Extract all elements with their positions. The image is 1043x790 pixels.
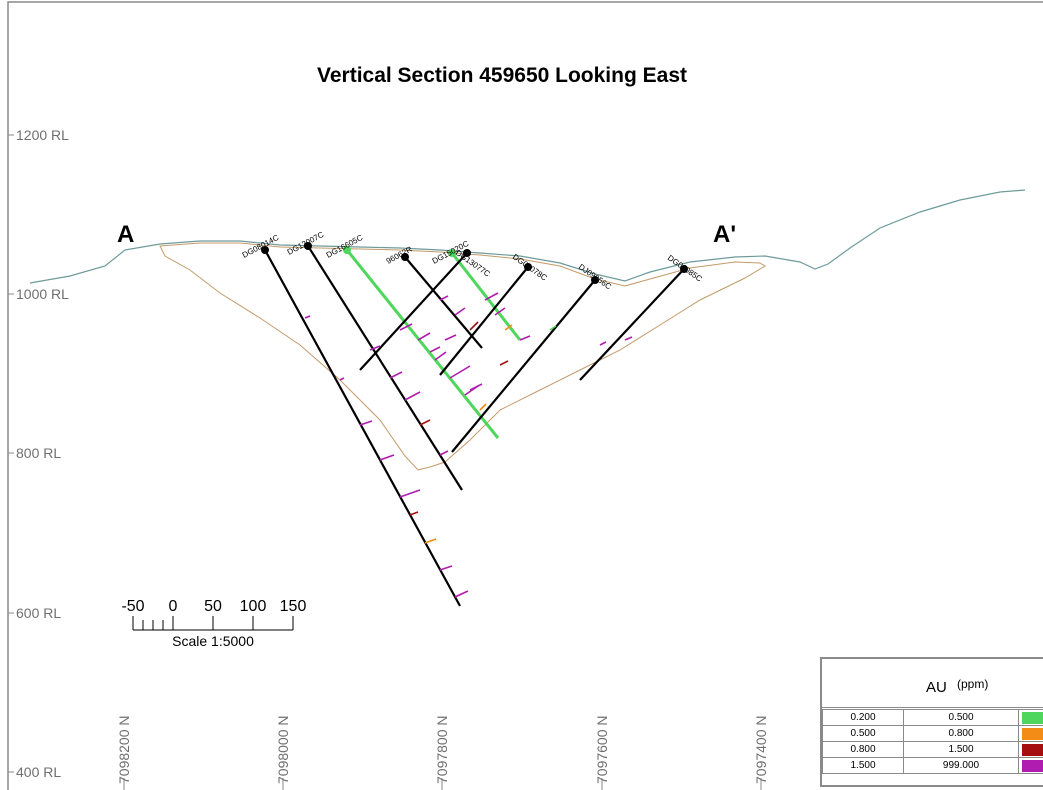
elevation-label: 1200 RL (16, 127, 69, 143)
drillhole-trace (404, 256, 483, 349)
drillhole-label: DG12007C (286, 230, 326, 257)
legend-row: 0.800 1.500 (822, 741, 1043, 758)
collar-marker (591, 276, 599, 284)
legend-from: 0.500 (822, 725, 904, 742)
legend-swatch (1022, 711, 1043, 724)
legend-swatch (1022, 727, 1043, 740)
drillhole-trace (264, 249, 461, 607)
drillhole-trace (307, 245, 463, 491)
drillhole-trace (359, 252, 468, 371)
northing-label: 7098000 N (275, 715, 291, 784)
collar-marker (343, 246, 351, 254)
assay-intercepts (304, 292, 633, 598)
collar-marker (524, 263, 532, 271)
legend-from: 0.200 (822, 709, 904, 726)
northing-label: 7097600 N (594, 715, 610, 784)
collar-marker (401, 253, 409, 261)
elevation-label: 600 RL (16, 605, 61, 621)
scale-tick-label: 150 (280, 598, 307, 615)
topography-line (29, 189, 1026, 284)
section-end-label: A' (713, 221, 736, 248)
scale-tick-label: 50 (204, 598, 222, 615)
legend-table: 0.200 0.500 0.500 0.800 0.800 1.500 1.50… (822, 709, 1043, 774)
legend-from: 1.500 (822, 757, 904, 774)
collar-marker (448, 249, 456, 257)
drillhole-trace (451, 279, 596, 453)
drillhole-trace (439, 266, 529, 376)
legend-header: AU (ppm) (822, 659, 1043, 708)
scale-tick-label: -50 (121, 598, 144, 615)
elevation-label: 1000 RL (16, 286, 69, 302)
northing-label: 7098200 N (116, 715, 132, 784)
northing-label: 7097400 N (753, 715, 769, 784)
au-legend: AU (ppm) 0.200 0.500 0.500 0.800 0.800 1… (820, 657, 1043, 787)
elevation-label: 800 RL (16, 445, 61, 461)
legend-row: 0.200 0.500 (822, 709, 1043, 726)
section-title: Vertical Section 459650 Looking East (317, 64, 687, 87)
drillhole-trace (450, 252, 522, 341)
legend-field: AU (926, 679, 947, 696)
drillhole-traces (264, 245, 685, 607)
pit-outline (159, 242, 766, 471)
elevation-label: 400 RL (16, 764, 61, 780)
drillhole-label: DG09078C (511, 252, 549, 282)
northing-axis: 7098200 N 7098000 N 7097800 N 7097600 N … (116, 715, 769, 790)
legend-to: 0.500 (903, 709, 1019, 726)
drillhole-collars (261, 242, 688, 284)
drillhole-labels: DG08014C DG12007C DG16605C 96062R DG1502… (241, 230, 704, 292)
northing-label: 7097800 N (434, 715, 450, 784)
collar-marker (304, 242, 312, 250)
legend-row: 1.500 999.000 (822, 757, 1043, 774)
collar-marker (261, 246, 269, 254)
drillhole-trace (579, 268, 685, 381)
scale-bar: -50 0 50 100 150 Scale 1:5000 (121, 598, 306, 649)
drillhole-trace (345, 249, 500, 439)
section-start-label: A (117, 221, 134, 248)
collar-marker (463, 249, 471, 257)
elevation-axis: 1200 RL 1000 RL 800 RL 600 RL 400 RL (8, 127, 69, 780)
scale-caption: Scale 1:5000 (172, 633, 254, 649)
legend-swatch (1022, 743, 1043, 756)
legend-unit: (ppm) (957, 677, 989, 691)
legend-swatch (1022, 759, 1043, 772)
drillhole-label: DG06085C (666, 253, 704, 283)
legend-to: 999.000 (903, 757, 1019, 774)
map-frame (7, 1, 1043, 790)
legend-from: 0.800 (822, 741, 904, 758)
collar-marker (680, 265, 688, 273)
legend-row: 0.500 0.800 (822, 725, 1043, 742)
legend-to: 1.500 (903, 741, 1019, 758)
scale-tick-label: 100 (240, 598, 267, 615)
scale-tick-label: 0 (169, 598, 178, 615)
legend-to: 0.800 (903, 725, 1019, 742)
